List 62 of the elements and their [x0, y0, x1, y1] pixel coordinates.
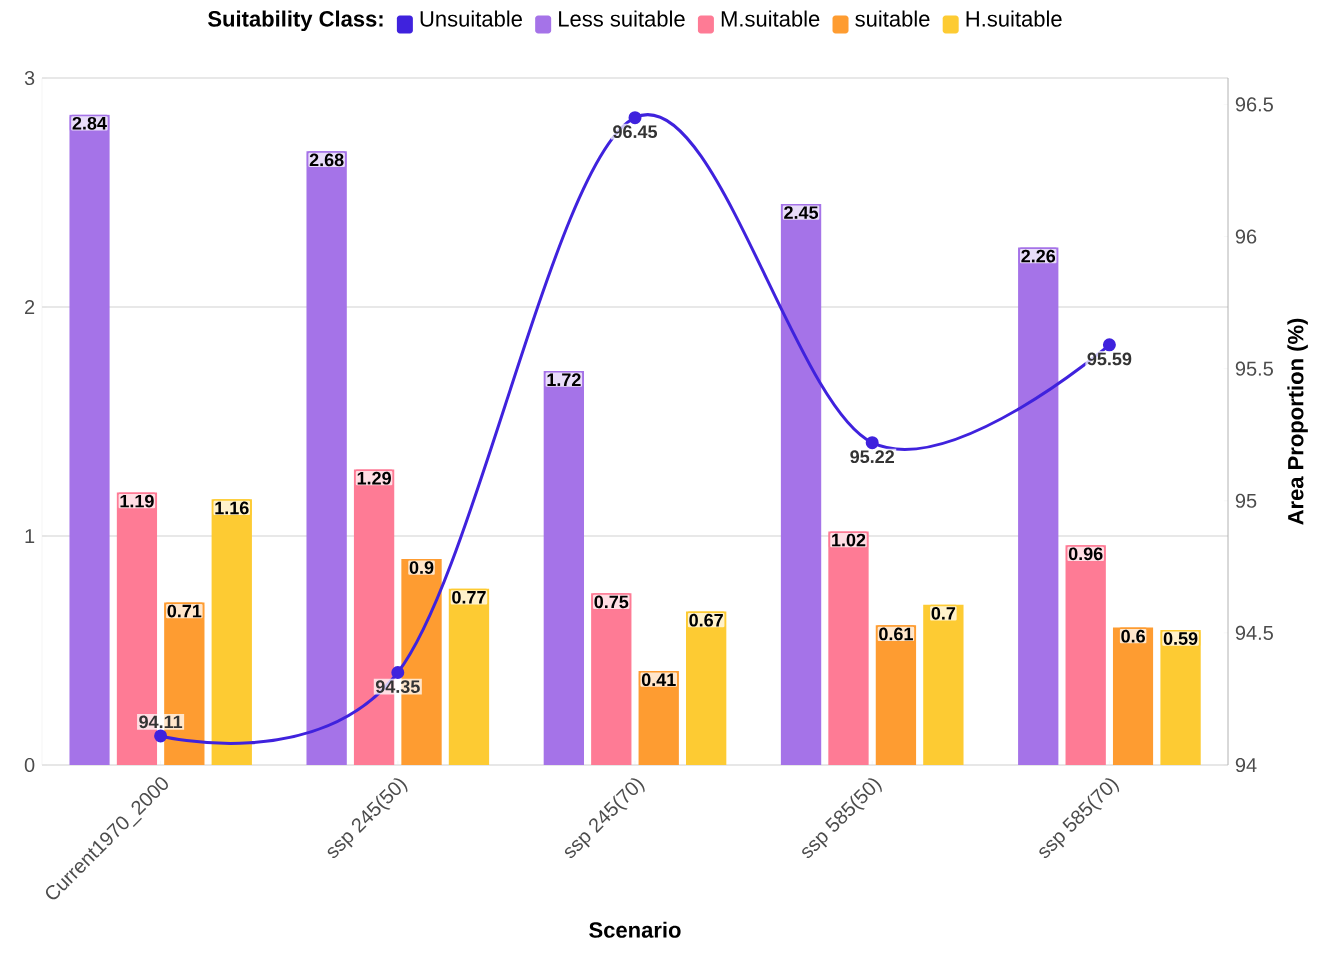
y2-tick-label: 96.5 — [1235, 97, 1273, 112]
data-label: 1.16 — [215, 501, 249, 515]
bar — [211, 499, 252, 765]
bar — [828, 531, 869, 765]
data-label: 0.6 — [1121, 629, 1145, 643]
y-tick-label: 3 — [24, 70, 35, 86]
data-label: 0.67 — [689, 613, 723, 627]
legend-label: Less suitable — [559, 10, 685, 27]
legend-title: Suitability Class: — [208, 10, 383, 32]
data-label: 0.75 — [594, 595, 629, 609]
data-label: 1.72 — [547, 373, 581, 386]
bar — [448, 588, 490, 765]
y2-tick-label: 95.5 — [1235, 361, 1273, 376]
data-label: 0.59 — [1163, 632, 1198, 645]
data-label: 0.61 — [879, 627, 913, 641]
data-label: 0.96 — [1068, 547, 1103, 561]
data-label: 1.02 — [832, 533, 866, 547]
data-label: 94.35 — [375, 680, 420, 693]
x-axis-title: Scenario — [589, 921, 681, 938]
bar — [543, 371, 584, 765]
bar — [1018, 247, 1059, 765]
y2-tick-label: 94.5 — [1235, 625, 1273, 640]
point — [1102, 338, 1116, 352]
bar — [1160, 629, 1201, 765]
point — [865, 436, 879, 450]
point — [154, 729, 168, 743]
data-label: 0.41 — [641, 673, 676, 687]
legend-label: Unsuitable — [420, 10, 522, 27]
bar — [1112, 627, 1154, 765]
bar — [686, 611, 727, 765]
data-label: 2.45 — [784, 206, 819, 219]
data-label: 1.19 — [120, 494, 154, 508]
data-label: 95.22 — [850, 450, 894, 464]
data-label: 2.68 — [309, 153, 344, 167]
bar — [69, 114, 110, 765]
bar — [1065, 545, 1106, 765]
data-label: 95.59 — [1087, 352, 1132, 366]
bar — [780, 203, 822, 765]
bar — [923, 604, 964, 765]
y2-tick-label: 95 — [1235, 493, 1257, 508]
data-label: 0.7 — [931, 606, 956, 620]
data-label: 0.77 — [452, 590, 486, 604]
legend-label: M.suitable — [721, 10, 820, 27]
y2-axis-title: Area Proportion (%) — [1287, 318, 1308, 525]
y-tick-label: 1 — [25, 529, 35, 543]
data-label: 2.84 — [72, 116, 107, 130]
y2-tick-label: 94 — [1235, 757, 1257, 773]
data-label: 0.9 — [409, 561, 434, 574]
data-label: 0.71 — [167, 604, 202, 618]
data-label: 94.11 — [139, 715, 183, 729]
data-label: 96.45 — [613, 125, 658, 139]
legend-label: H.suitable — [966, 10, 1062, 27]
y-tick-label: 2 — [25, 300, 35, 314]
y-tick-label: 0 — [24, 757, 35, 773]
data-label: 2.26 — [1021, 249, 1056, 263]
bar — [591, 593, 632, 765]
bar — [306, 151, 347, 765]
y2-tick-label: 96 — [1235, 229, 1257, 244]
legend-label: suitable — [855, 10, 930, 27]
data-label: 1.29 — [357, 471, 391, 485]
point — [628, 111, 642, 125]
point — [391, 666, 405, 680]
